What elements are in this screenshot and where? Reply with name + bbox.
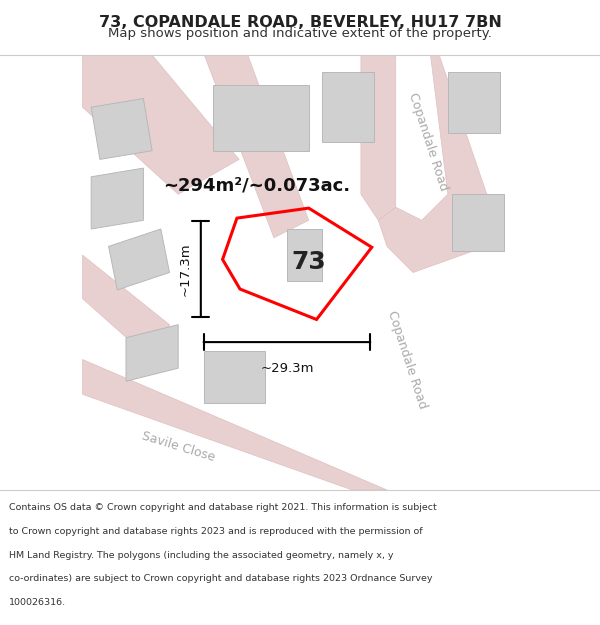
Polygon shape (82, 255, 169, 368)
Text: Savile Close: Savile Close (140, 429, 217, 464)
Polygon shape (82, 359, 387, 490)
Text: Map shows position and indicative extent of the property.: Map shows position and indicative extent… (108, 27, 492, 39)
Polygon shape (361, 55, 396, 220)
Text: co-ordinates) are subject to Crown copyright and database rights 2023 Ordnance S: co-ordinates) are subject to Crown copyr… (9, 574, 433, 583)
Text: Copandale Road: Copandale Road (406, 91, 451, 192)
Text: 100026316.: 100026316. (9, 598, 66, 607)
Polygon shape (91, 168, 143, 229)
Polygon shape (452, 194, 505, 251)
Polygon shape (204, 351, 265, 403)
Polygon shape (213, 86, 309, 151)
Text: ~294m²/~0.073ac.: ~294m²/~0.073ac. (163, 176, 350, 194)
Text: Contains OS data © Crown copyright and database right 2021. This information is : Contains OS data © Crown copyright and d… (9, 504, 437, 512)
Polygon shape (126, 325, 178, 381)
Polygon shape (378, 55, 496, 272)
Polygon shape (287, 229, 322, 281)
Text: 73: 73 (292, 249, 326, 274)
Text: Copandale Road: Copandale Road (385, 309, 428, 410)
Polygon shape (91, 99, 152, 159)
Text: HM Land Registry. The polygons (including the associated geometry, namely x, y: HM Land Registry. The polygons (includin… (9, 551, 394, 560)
Polygon shape (82, 55, 239, 194)
Text: ~17.3m: ~17.3m (178, 242, 191, 296)
Polygon shape (448, 72, 500, 133)
Text: 73, COPANDALE ROAD, BEVERLEY, HU17 7BN: 73, COPANDALE ROAD, BEVERLEY, HU17 7BN (98, 16, 502, 31)
Text: ~29.3m: ~29.3m (260, 362, 314, 374)
Text: to Crown copyright and database rights 2023 and is reproduced with the permissio: to Crown copyright and database rights 2… (9, 527, 422, 536)
Polygon shape (204, 55, 309, 238)
Polygon shape (109, 229, 169, 290)
Polygon shape (322, 72, 374, 142)
